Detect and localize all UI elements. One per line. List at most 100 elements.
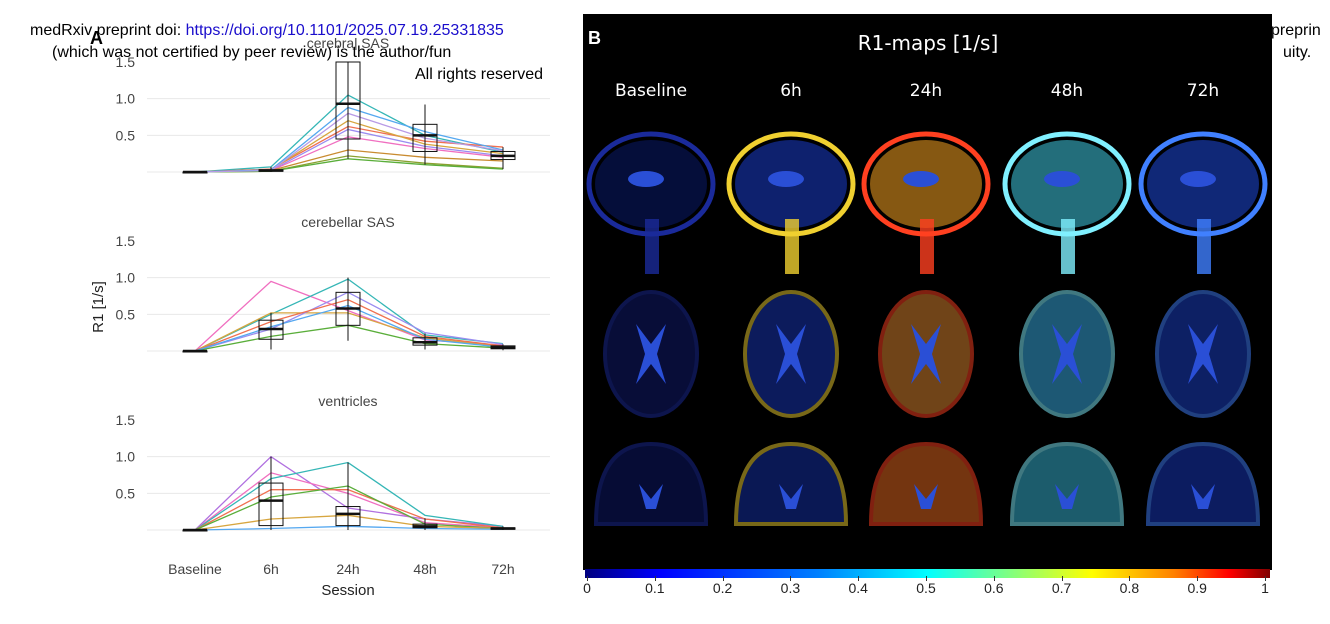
x-axis-label: Session <box>321 582 374 599</box>
coronal-outline <box>733 441 849 526</box>
brain-sagittal <box>1138 131 1268 274</box>
y-axis-label: R1 [1/s] <box>90 281 107 333</box>
header-line-2: (which was not certified by peer review)… <box>52 44 452 61</box>
coronal-ventricles <box>1055 484 1079 509</box>
panel-a-label: A <box>90 28 103 48</box>
series-line <box>194 461 504 531</box>
brain-axial <box>878 290 974 418</box>
axial-ventricles <box>1052 324 1082 384</box>
subplot-title: cerebral SAS <box>307 35 389 51</box>
colorbar-tick-mark <box>790 576 792 581</box>
colorbar-tick-mark <box>654 576 656 581</box>
brainstem <box>1061 219 1075 274</box>
colorbar-tick-label: 0.9 <box>1187 580 1207 596</box>
box <box>258 482 284 527</box>
axial-ventricles <box>911 324 941 384</box>
column-label: 24h <box>910 81 942 101</box>
colorbar-tick-mark <box>1197 576 1199 581</box>
y-tick-label: 0.5 <box>116 127 136 143</box>
x-tick-label: Baseline <box>168 561 222 577</box>
brainstem <box>785 219 799 274</box>
series-line <box>194 119 504 173</box>
ventricle <box>628 171 664 187</box>
colorbar-tick-label: 0.8 <box>1119 580 1140 596</box>
ventricle <box>768 171 804 187</box>
colorbar-tick-label: 0.4 <box>848 580 868 596</box>
subplot-0: 0.5 1.0 1.5 cerebral SAS <box>116 35 550 174</box>
x-tick-label: 6h <box>263 561 279 577</box>
y-tick-label: 1.5 <box>116 54 136 70</box>
colorbar-tick-label: 0.3 <box>780 580 801 596</box>
brainstem <box>1197 219 1211 274</box>
r1-maps-grid: R1-maps [1/s] Baseline 6h 24h 48h 72h <box>586 31 1268 526</box>
brain-axial <box>603 290 699 418</box>
column-label: 72h <box>1187 81 1219 101</box>
colorbar-tick-mark <box>1265 576 1266 581</box>
brainstem <box>920 219 934 274</box>
brain-sagittal <box>1002 131 1132 274</box>
ventricle <box>1044 171 1080 187</box>
box <box>335 506 361 527</box>
coronal-ventricles <box>779 484 803 509</box>
colorbar-tick-label: 0.1 <box>645 580 665 596</box>
axial-ventricles <box>776 324 806 384</box>
box <box>412 123 438 152</box>
coronal-ventricles <box>639 484 663 509</box>
axial-ventricles <box>1188 324 1218 384</box>
brain-axial <box>743 290 839 418</box>
panel-b-image: R1-maps [1/s] Baseline 6h 24h 48h 72h <box>583 14 1272 570</box>
y-tick-label: 1.5 <box>116 412 136 428</box>
column-label: Baseline <box>615 81 687 101</box>
colorbar-tick-mark <box>722 576 724 581</box>
subplot-1: 0.5 1.0 1.5 cerebellar SAS <box>116 214 550 353</box>
series-line <box>194 94 504 173</box>
colorbar-tick-label: 0 <box>583 580 591 596</box>
x-tick-label: 48h <box>413 561 436 577</box>
brain-coronal <box>593 441 709 526</box>
coronal-ventricles <box>1191 484 1215 509</box>
coronal-outline <box>1009 441 1125 526</box>
box <box>335 61 361 140</box>
header-prefix: medRxiv preprint doi: <box>30 22 186 39</box>
colorbar-tick-label: 0.5 <box>916 580 936 596</box>
subplot-title: ventricles <box>318 393 377 409</box>
brain-sagittal <box>586 131 716 274</box>
brain-sagittal <box>726 131 856 274</box>
brain-axial <box>1155 290 1251 418</box>
panel-b-label: B <box>588 28 601 48</box>
column-label: 6h <box>780 81 802 101</box>
header-line-3: All rights reserved <box>415 66 544 83</box>
ventricle <box>1180 171 1216 187</box>
colorbar-tick-label: 0.7 <box>1051 580 1072 596</box>
colorbar-tick-label: 0.6 <box>984 580 1004 596</box>
colorbar-tick-mark <box>1129 576 1131 581</box>
brain-axial <box>1019 290 1115 418</box>
brain-sagittal <box>861 131 991 274</box>
colorbar-tick-mark <box>993 576 995 581</box>
coronal-outline <box>1145 441 1261 526</box>
colorbar-tick-mark <box>926 576 927 581</box>
y-tick-label: 0.5 <box>116 306 136 322</box>
series-line <box>194 106 504 173</box>
header-line-2-right: uity. <box>1283 44 1312 61</box>
colorbar-tick-label: 1 <box>1261 580 1269 596</box>
axial-ventricles <box>636 324 666 384</box>
y-tick-label: 1.0 <box>116 91 136 107</box>
coronal-ventricles <box>914 484 938 509</box>
colorbar <box>585 569 1270 578</box>
subplot-2: 0.5 1.0 1.5 ventricles <box>116 393 550 532</box>
panel-a-chart: 0.5 1.0 1.5 cerebral SAS 0.5 1.0 1.5 cerebellar… <box>90 35 550 599</box>
brainstem <box>645 219 659 274</box>
colorbar-tick-mark <box>1061 576 1063 581</box>
header-line-1-right: preprin <box>1271 22 1321 39</box>
y-tick-label: 0.5 <box>116 485 136 501</box>
doi-link[interactable]: https://doi.org/10.1101/2025.07.19.25331… <box>185 22 504 39</box>
r1-maps-title: R1-maps [1/s] <box>858 31 999 55</box>
brain-coronal <box>1009 441 1125 526</box>
brain-coronal <box>868 441 984 526</box>
x-tick-label: 72h <box>491 561 514 577</box>
brain-coronal <box>1145 441 1261 526</box>
coronal-outline <box>868 441 984 526</box>
ventricle <box>903 171 939 187</box>
header-line-1: medRxiv preprint doi: https://doi.org/10… <box>30 22 504 40</box>
